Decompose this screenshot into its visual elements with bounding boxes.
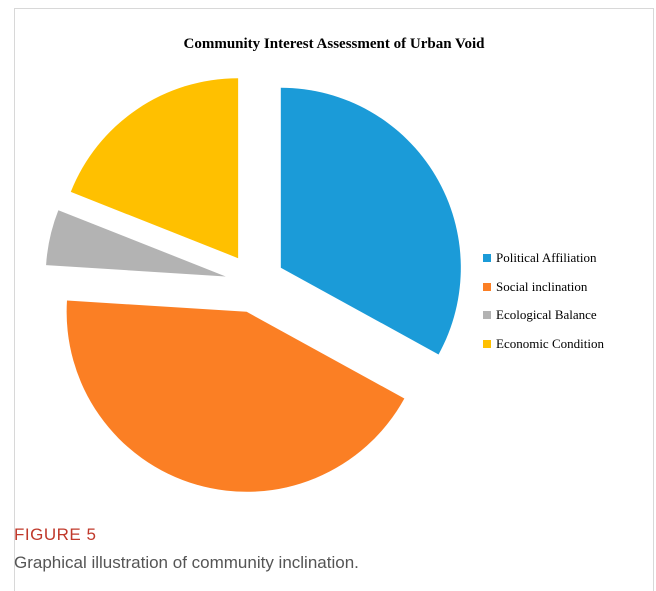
legend-item-political: Political Affiliation — [483, 244, 604, 273]
legend-swatch-economic — [483, 339, 491, 348]
slice-economic — [70, 78, 239, 259]
slice-social — [66, 300, 405, 492]
legend-item-economic: Economic Condition — [483, 330, 604, 359]
legend-item-ecological: Ecological Balance — [483, 301, 604, 330]
slice-political — [280, 87, 461, 355]
figure-label: FIGURE 5 — [14, 525, 97, 544]
legend-label-social: Social inclination — [496, 278, 588, 294]
figure-description: Graphical illustration of community incl… — [14, 553, 359, 572]
chart-title: Community Interest Assessment of Urban V… — [183, 36, 485, 52]
legend-swatch-political — [483, 254, 491, 263]
chart-legend: Political Affiliation Social inclination… — [483, 244, 604, 358]
slice-ecological — [46, 210, 226, 277]
legend-swatch-social — [483, 282, 491, 291]
figure-caption: FIGURE 5 Graphical illustration of commu… — [14, 525, 359, 573]
legend-swatch-ecological — [483, 311, 491, 320]
legend-label-economic: Economic Condition — [496, 335, 604, 351]
figure-frame — [14, 8, 654, 591]
legend-label-ecological: Ecological Balance — [496, 307, 597, 323]
legend-label-political: Political Affiliation — [496, 250, 597, 266]
legend-item-social: Social inclination — [483, 273, 604, 302]
